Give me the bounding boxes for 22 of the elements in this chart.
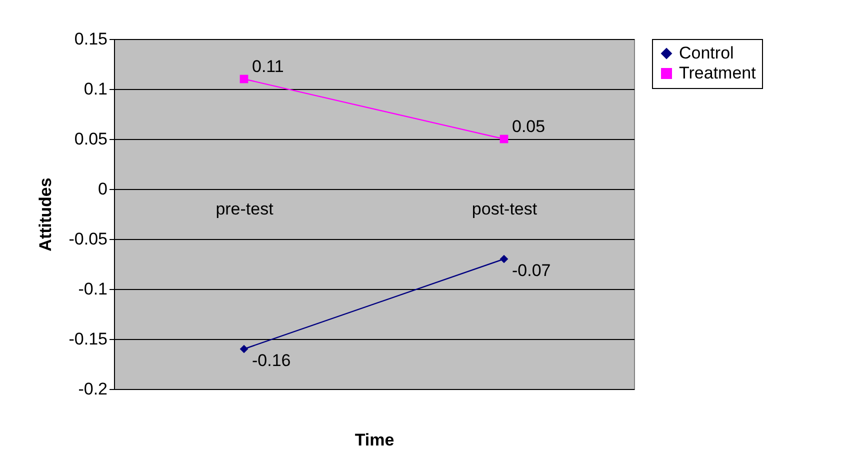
x-tick-label: post-test bbox=[472, 200, 538, 218]
x-axis-title: Time bbox=[354, 430, 394, 450]
point bbox=[240, 74, 248, 84]
point bbox=[500, 134, 508, 144]
data-label: 0.11 bbox=[252, 57, 284, 76]
y-tick-label: -0.2 bbox=[78, 380, 108, 398]
legend-label: Control bbox=[679, 44, 734, 62]
y-tick-label: -0.05 bbox=[68, 230, 108, 248]
point bbox=[500, 254, 508, 264]
x-tick-label: pre-test bbox=[216, 200, 274, 218]
data-label: -0.16 bbox=[252, 351, 291, 370]
y-axis-title: Attitudes bbox=[36, 178, 55, 252]
y-tick-label: 0.15 bbox=[74, 30, 108, 48]
data-label: 0.05 bbox=[512, 117, 546, 136]
y-tick-label: -0.1 bbox=[78, 280, 108, 298]
y-tick-label: 0 bbox=[98, 180, 108, 198]
y-tick-label: -0.15 bbox=[68, 330, 108, 348]
y-tick-label: 0.1 bbox=[84, 80, 108, 98]
point bbox=[240, 344, 248, 354]
legend-label: Treatment bbox=[679, 64, 756, 82]
data-label: -0.07 bbox=[512, 261, 551, 280]
y-tick-label: 0.05 bbox=[74, 130, 108, 148]
